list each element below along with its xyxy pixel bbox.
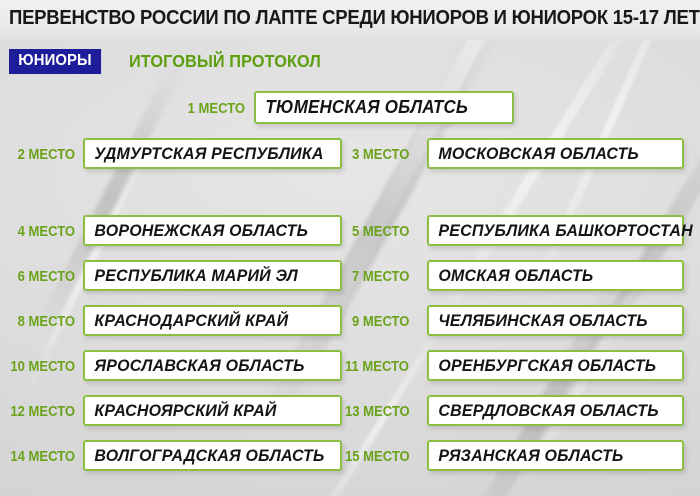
team-name-9: ЧЕЛЯБИНСКАЯ ОБЛАСТЬ: [438, 310, 648, 330]
team-box-11[interactable]: ОРЕНБУРГСКАЯ ОБЛАСТЬ: [427, 350, 684, 381]
rank-label-5: 5 МЕСТО: [352, 224, 410, 240]
page-title: ПЕРВЕНСТВО РОССИИ ПО ЛАПТЕ СРЕДИ ЮНИОРОВ…: [9, 6, 700, 29]
rank-label-11: 11 МЕСТО: [345, 359, 409, 375]
team-name-7: ОМСКАЯ ОБЛАСТЬ: [438, 265, 594, 285]
team-name-15: РЯЗАНСКАЯ ОБЛАСТЬ: [438, 445, 624, 465]
header-band: [0, 0, 700, 40]
team-box-15[interactable]: РЯЗАНСКАЯ ОБЛАСТЬ: [427, 440, 684, 471]
team-box-4[interactable]: ВОРОНЕЖСКАЯ ОБЛАСТЬ: [83, 215, 342, 246]
subtitle-row: ЮНИОРЫ ИТОГОВЫЙ ПРОТОКОЛ: [9, 49, 335, 74]
rank-label-7: 7 МЕСТО: [352, 269, 410, 285]
protocol-label: ИТОГОВЫЙ ПРОТОКОЛ: [128, 50, 321, 71]
team-name-11: ОРЕНБУРГСКАЯ ОБЛАСТЬ: [438, 355, 657, 375]
rank-label-6: 6 МЕСТО: [17, 269, 75, 285]
team-name-10: ЯРОСЛАВСКАЯ ОБЛАСТЬ: [94, 355, 305, 375]
category-badge: ЮНИОРЫ: [9, 49, 102, 74]
team-name-2: УДМУРТСКАЯ РЕСПУБЛИКА: [94, 143, 324, 163]
rank-label-12: 12 МЕСТО: [10, 404, 75, 420]
team-name-8: КРАСНОДАРСКИЙ КРАЙ: [94, 310, 289, 330]
team-box-2[interactable]: УДМУРТСКАЯ РЕСПУБЛИКА: [83, 138, 342, 169]
team-box-10[interactable]: ЯРОСЛАВСКАЯ ОБЛАСТЬ: [83, 350, 342, 381]
team-name-14: ВОЛГОГРАДСКАЯ ОБЛАСТЬ: [94, 445, 325, 465]
rank-label-9: 9 МЕСТО: [352, 314, 410, 330]
rank-label-3: 3 МЕСТО: [352, 147, 410, 163]
team-box-6[interactable]: РЕСПУБЛИКА МАРИЙ ЭЛ: [83, 260, 342, 291]
team-box-9[interactable]: ЧЕЛЯБИНСКАЯ ОБЛАСТЬ: [427, 305, 684, 336]
team-name-4: ВОРОНЕЖСКАЯ ОБЛАСТЬ: [94, 220, 309, 240]
rank-label-15: 15 МЕСТО: [345, 449, 410, 465]
rank-label-13: 13 МЕСТО: [345, 404, 410, 420]
rank-label-10: 10 МЕСТО: [10, 359, 75, 375]
rank-label-4: 4 МЕСТО: [17, 224, 75, 240]
team-name-1: ТЮМЕНСКАЯ ОБЛАТСЬ: [265, 97, 469, 117]
team-box-7[interactable]: ОМСКАЯ ОБЛАСТЬ: [427, 260, 684, 291]
team-box-14[interactable]: ВОЛГОГРАДСКАЯ ОБЛАСТЬ: [83, 440, 342, 471]
team-name-12: КРАСНОЯРСКИЙ КРАЙ: [94, 400, 277, 420]
rank-label-2: 2 МЕСТО: [17, 147, 75, 163]
team-name-6: РЕСПУБЛИКА МАРИЙ ЭЛ: [94, 265, 298, 285]
team-name-5: РЕСПУБЛИКА БАШКОРТОСТАН: [438, 220, 693, 240]
team-box-3[interactable]: МОСКОВСКАЯ ОБЛАСТЬ: [427, 138, 684, 169]
team-box-8[interactable]: КРАСНОДАРСКИЙ КРАЙ: [83, 305, 342, 336]
team-name-13: СВЕРДЛОВСКАЯ ОБЛАСТЬ: [438, 400, 659, 420]
team-box-13[interactable]: СВЕРДЛОВСКАЯ ОБЛАСТЬ: [427, 395, 684, 426]
rank-label-1: 1 МЕСТО: [187, 101, 245, 117]
rank-label-14: 14 МЕСТО: [10, 449, 75, 465]
team-box-5[interactable]: РЕСПУБЛИКА БАШКОРТОСТАН: [427, 215, 693, 246]
team-box-12[interactable]: КРАСНОЯРСКИЙ КРАЙ: [83, 395, 342, 426]
team-box-1[interactable]: ТЮМЕНСКАЯ ОБЛАТСЬ: [254, 91, 514, 124]
team-name-3: МОСКОВСКАЯ ОБЛАСТЬ: [438, 143, 639, 163]
rank-label-8: 8 МЕСТО: [17, 314, 75, 330]
